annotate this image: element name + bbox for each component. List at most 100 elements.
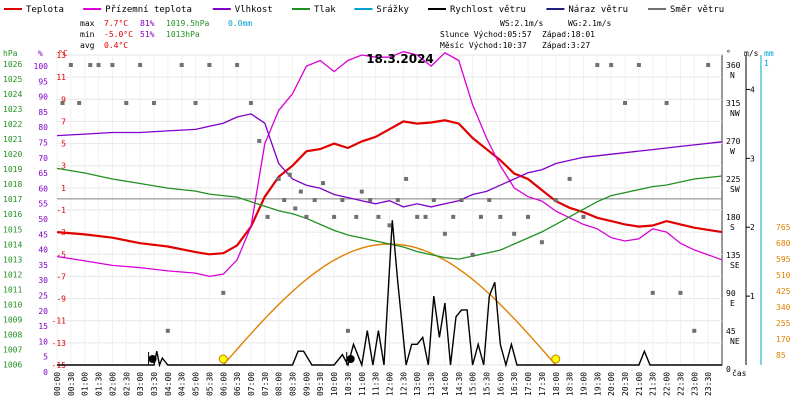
point-smer <box>678 290 683 295</box>
axis-x-tick: 18:00 <box>552 372 561 396</box>
axis-x-tick: 08:30 <box>289 372 298 396</box>
point-smer <box>193 100 198 105</box>
axis-temp-tick: 1 <box>61 184 66 193</box>
axis-pct-tick: 0 <box>43 368 48 377</box>
axis-x-tick: 06:00 <box>219 372 228 396</box>
point-smer <box>293 206 298 211</box>
axis-x-tick: 09:00 <box>302 372 311 396</box>
axis-x-tick: 00:00 <box>53 372 62 396</box>
axis-sun-tick: 680 <box>776 239 791 248</box>
point-smer <box>706 63 711 67</box>
axis-hpa-tick: 1008 <box>3 330 22 339</box>
point-smer <box>368 198 373 203</box>
axis-dir-letter: S <box>730 223 735 232</box>
point-smer <box>487 198 492 203</box>
point-smer <box>404 176 409 181</box>
point-smer <box>321 181 325 186</box>
axis-temp-tick: -11 <box>52 317 67 326</box>
point-smer <box>623 100 628 105</box>
stat-avg-label: avg <box>80 41 95 50</box>
axis-x-tick: 01:30 <box>95 372 104 396</box>
moon-marker <box>346 355 355 363</box>
legend-label: Vlhkost <box>235 5 273 15</box>
point-smer <box>415 214 420 219</box>
axis-hpa-tick: 1014 <box>3 240 22 249</box>
axis-x-tick: 07:00 <box>247 372 256 396</box>
point-smer <box>221 290 226 295</box>
axis-pct-tick: 15 <box>38 322 48 331</box>
axis-x-tick: 11:30 <box>372 372 381 396</box>
axis-hpa-tick: 1025 <box>3 75 22 84</box>
axis-temp-tick: 13 <box>56 51 66 60</box>
point-smer <box>179 63 184 67</box>
axis-sun-tick: 595 <box>776 255 791 264</box>
axis-x-tick: 08:00 <box>275 372 284 396</box>
axis-dir-tick: 315 <box>726 99 741 108</box>
point-smer <box>332 214 337 219</box>
axis-temp-tick: -13 <box>52 339 67 348</box>
axis-hpa-tick: 1012 <box>3 270 22 279</box>
axis-pct-tick: 85 <box>38 108 48 117</box>
axis-pct-tick: 50 <box>38 215 48 224</box>
point-smer <box>77 100 82 105</box>
point-smer <box>257 138 262 143</box>
point-smer <box>539 240 544 245</box>
axis-dir-tick: 180 <box>726 213 741 222</box>
axis-x-tick: 20:30 <box>621 372 630 396</box>
axis-pct-tick: 60 <box>38 184 48 193</box>
axis-temp-tick: 11 <box>56 73 66 82</box>
x-axis-label: čas <box>732 368 747 378</box>
point-smer <box>459 198 464 203</box>
point-smer <box>526 214 531 219</box>
axis-x-tick: 10:30 <box>344 372 353 396</box>
axis-temp-tick: 9 <box>61 95 66 104</box>
axis-sun-tick: 425 <box>776 287 791 296</box>
axis-dir-letter: N <box>730 71 735 80</box>
axis-x-tick: 13:00 <box>413 372 422 396</box>
axis-sun-tick: 170 <box>776 335 791 344</box>
axis-hpa-title: hPa <box>3 49 18 58</box>
axis-x-tick: 13:30 <box>427 372 436 396</box>
stat-min-label: min <box>80 30 95 39</box>
point-smer <box>88 63 93 67</box>
axis-x-tick: 07:30 <box>261 372 270 396</box>
axis-hpa-tick: 1024 <box>3 90 22 99</box>
chart-title: 18.3.2024 <box>366 52 434 66</box>
axis-x-tick: 21:00 <box>635 372 644 396</box>
axis-temp-title: °C <box>58 49 68 58</box>
axis-temp-tick: 3 <box>61 162 66 171</box>
axis-x-tick: 02:00 <box>108 372 117 396</box>
axis-dir-tick: 360 <box>726 61 741 70</box>
axis-pct-tick: 100 <box>34 62 49 71</box>
axis-x-tick: 23:00 <box>690 372 699 396</box>
axis-dir-letter: SW <box>730 185 740 194</box>
axis-ms-tick: 2 <box>750 223 755 232</box>
axis-pct-tick: 45 <box>38 230 48 239</box>
axis-mm-title: mm <box>764 49 774 58</box>
axis-ms-tick: 4 <box>750 85 755 94</box>
axis-x-tick: 14:30 <box>455 372 464 396</box>
axis-pct-tick: 95 <box>38 77 48 86</box>
axis-dir-letter: NE <box>730 337 740 346</box>
axis-hpa-tick: 1011 <box>3 285 22 294</box>
point-smer <box>498 214 503 219</box>
axis-sun-tick: 510 <box>776 271 791 280</box>
point-smer <box>265 214 270 219</box>
axis-pct-tick: 10 <box>38 337 48 346</box>
stat-max-rain: 0.0mm <box>228 19 252 28</box>
axis-x-tick: 00:30 <box>67 372 76 396</box>
series-pocitova <box>56 51 723 278</box>
axis-dir-tick: 135 <box>726 251 741 260</box>
stat-min-press: 1013hPa <box>166 30 200 39</box>
axis-hpa-tick: 1016 <box>3 210 22 219</box>
point-smer <box>110 63 115 67</box>
axis-x-tick: 10:00 <box>330 372 339 396</box>
axis-dir-letter: SE <box>730 261 740 270</box>
axis-x-tick: 23:30 <box>704 372 713 396</box>
point-smer <box>345 328 350 333</box>
legend-label: Srážky <box>376 5 409 15</box>
point-smer <box>595 63 600 67</box>
point-smer <box>553 198 558 203</box>
point-smer <box>692 328 697 333</box>
